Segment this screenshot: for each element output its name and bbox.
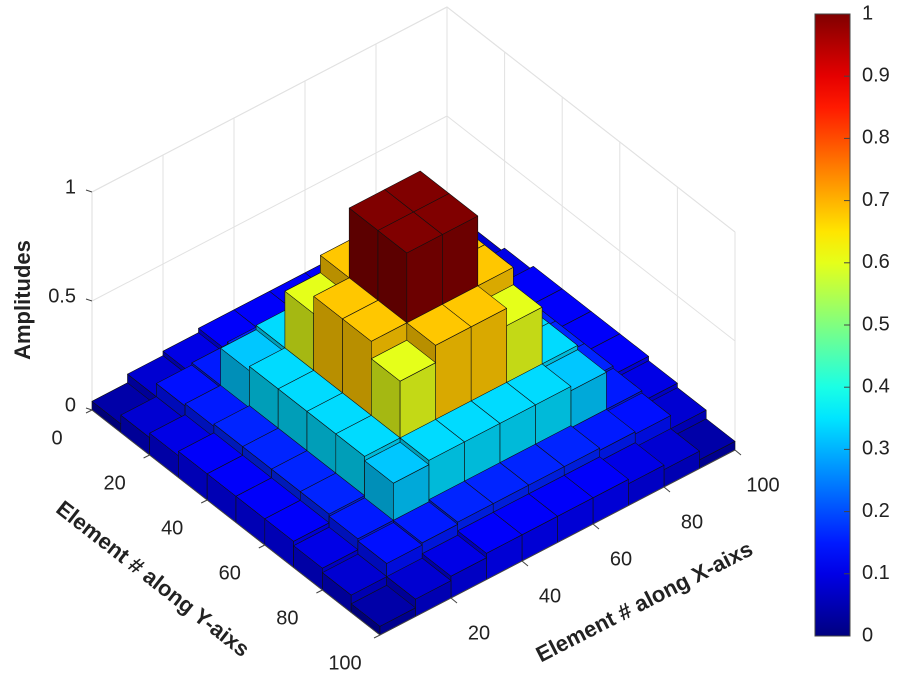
y-tick (85, 409, 93, 414)
y-tick-label: 0 (51, 427, 62, 449)
y-tick (200, 499, 208, 504)
x-tick (521, 560, 529, 567)
colorbar-tick-label: 0.8 (862, 127, 890, 149)
bar3-block (350, 584, 416, 636)
colorbar-tick-label: 0.3 (862, 438, 890, 460)
colorbar-tick-label: 0.2 (862, 500, 890, 522)
x-tick-label: 20 (468, 622, 490, 644)
x-tick (450, 597, 458, 604)
colorbar-tick-label: 0.7 (862, 189, 890, 211)
axis-line (91, 409, 381, 636)
x-tick-label: 60 (610, 548, 632, 570)
colorbar-tick-label: 1 (862, 2, 873, 24)
axis-line (379, 449, 736, 636)
y-tick (316, 589, 323, 594)
z-tick (85, 189, 93, 193)
y-tick (373, 634, 381, 639)
x-tick-label: 100 (746, 474, 779, 496)
y-tick-label: 40 (161, 517, 183, 539)
z-axis-label: Amplitudes (10, 240, 35, 360)
z-tick-label: 0 (65, 394, 76, 416)
x-axis-label: Element # along X-aixs (532, 536, 757, 667)
y-tick (143, 454, 150, 459)
x-tick-label: 80 (681, 511, 703, 533)
y-tick-label: 80 (276, 607, 298, 629)
z-tick-label: 0.5 (48, 285, 76, 307)
colorbar-tick-label: 0.5 (862, 313, 890, 335)
colorbar (814, 13, 851, 637)
y-tick-label: 20 (103, 472, 125, 494)
z-tick-label: 1 (65, 176, 76, 198)
colorbar-tick-label: 0 (862, 624, 873, 646)
grid-line (91, 115, 736, 342)
y-tick-label: 100 (328, 652, 361, 674)
x-tick (592, 523, 600, 530)
x-tick-label: 40 (539, 585, 561, 607)
y-tick (258, 544, 266, 549)
grid-line (91, 6, 736, 233)
colorbar-tick-label: 0.4 (862, 375, 890, 397)
z-tick (85, 298, 93, 302)
x-tick (734, 449, 742, 456)
y-tick-label: 60 (219, 562, 241, 584)
x-tick (663, 486, 671, 493)
colorbar-tick-label: 0.1 (862, 562, 890, 584)
z-tick (85, 407, 93, 411)
colorbar-tick-label: 0.9 (862, 64, 890, 86)
colorbar-tick-label: 0.6 (862, 251, 890, 273)
